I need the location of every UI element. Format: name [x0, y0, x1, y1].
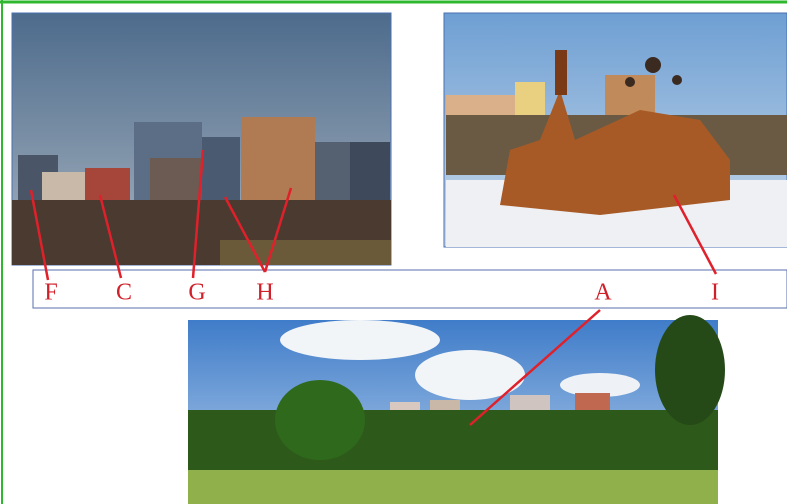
label: A: [594, 280, 612, 306]
label: I: [711, 280, 719, 306]
label: H: [256, 280, 273, 306]
photo-city: [12, 13, 391, 265]
photo-church: [444, 13, 787, 247]
figure: F C G H A I: [0, 0, 787, 504]
photo-park: [188, 315, 725, 504]
label: F: [44, 280, 57, 306]
label: C: [116, 280, 132, 306]
label: G: [188, 280, 205, 306]
